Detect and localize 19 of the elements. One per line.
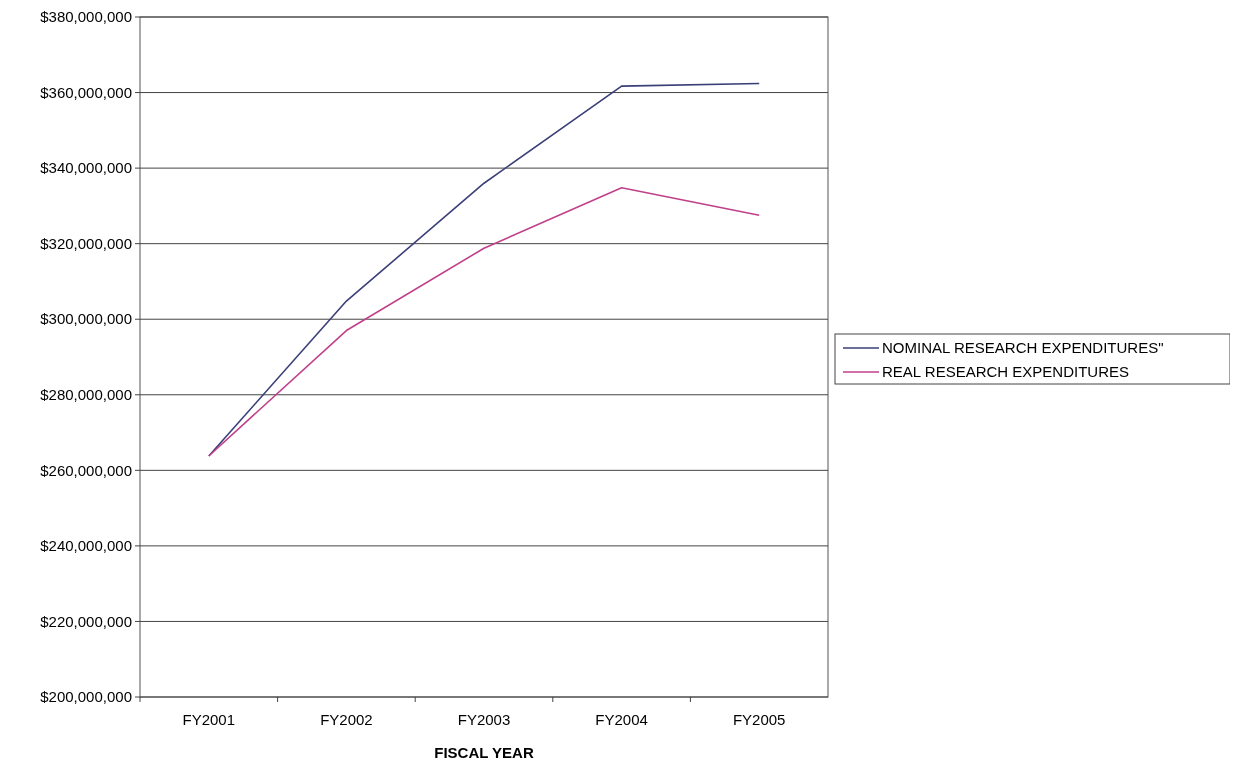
y-tick-label: $220,000,000 <box>40 612 132 630</box>
y-tick-label: $340,000,000 <box>40 159 132 177</box>
y-tick-label: $360,000,000 <box>40 83 132 101</box>
legend-label: NOMINAL RESEARCH EXPENDITURES" <box>882 339 1164 357</box>
y-tick-label: $280,000,000 <box>40 386 132 404</box>
y-tick-label: $260,000,000 <box>40 461 132 479</box>
y-tick-label: $320,000,000 <box>40 234 132 252</box>
y-tick-label: $200,000,000 <box>40 688 132 706</box>
x-tick-label: FY2001 <box>182 711 236 728</box>
y-tick-label: $240,000,000 <box>40 537 132 555</box>
x-axis-title: FISCAL YEAR <box>434 744 534 761</box>
y-tick-label: $300,000,000 <box>40 310 132 328</box>
x-tick-label: FY2002 <box>320 711 373 728</box>
x-tick-label: FY2004 <box>595 711 648 728</box>
x-tick-label: FY2003 <box>457 711 511 728</box>
y-tick-label: $380,000,000 <box>40 8 132 26</box>
line-series <box>208 186 760 457</box>
x-tick-label: FY2005 <box>732 711 786 728</box>
legend-label: REAL RESEARCH EXPENDITURES <box>882 363 1130 381</box>
